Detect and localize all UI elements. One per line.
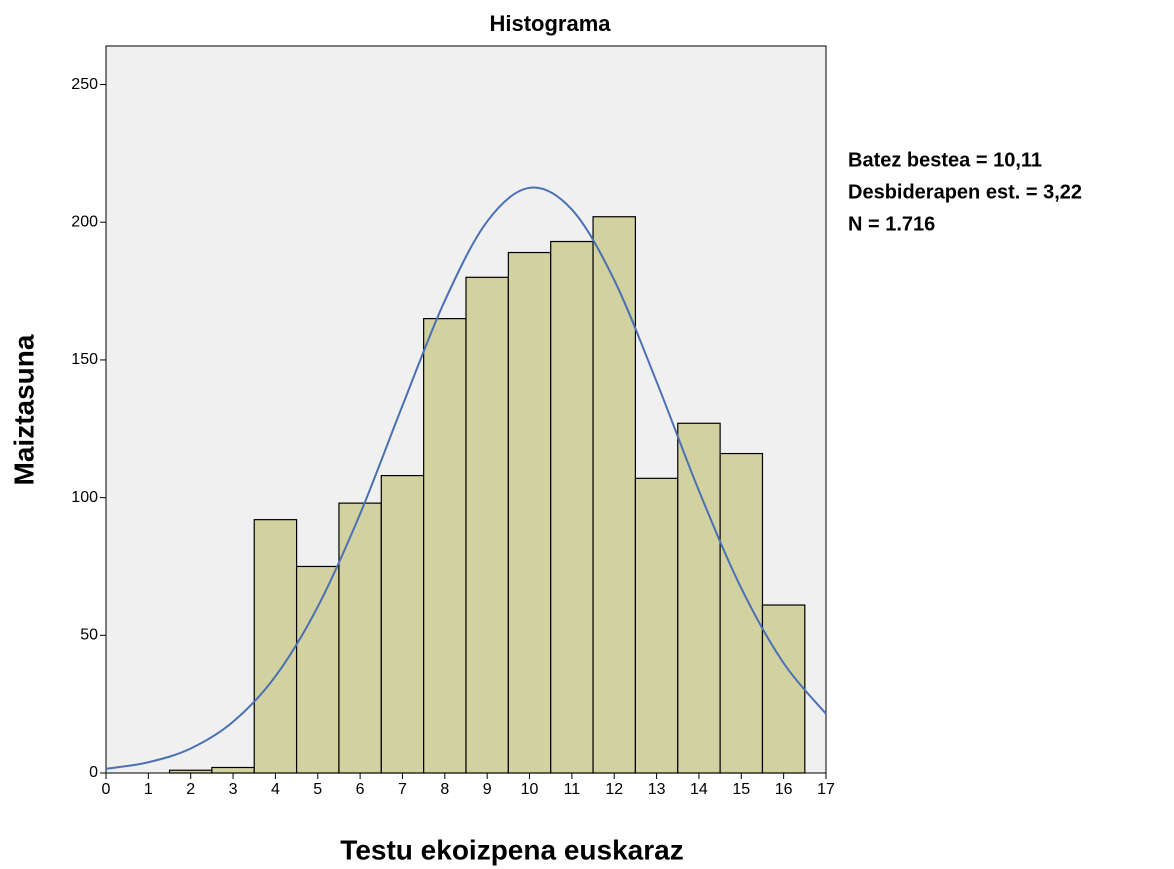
annotation: N = 1.716: [848, 213, 935, 235]
y-tick-label: 200: [71, 213, 98, 230]
x-tick-label: 13: [648, 781, 666, 798]
x-tick-label: 2: [186, 781, 195, 798]
y-tick-label: 50: [80, 627, 98, 644]
x-tick-label: 12: [605, 781, 623, 798]
x-tick-label: 15: [732, 781, 750, 798]
bar: [550, 240, 594, 774]
bar: [253, 519, 298, 774]
x-tick-label: 3: [229, 781, 238, 798]
y-axis-label: Maiztasuna: [8, 334, 39, 485]
bar: [423, 318, 467, 774]
x-tick-label: 5: [313, 781, 322, 798]
y-tick-label: 0: [89, 764, 98, 781]
x-tick-label: 1: [144, 781, 153, 798]
chart-title: Histograma: [489, 11, 611, 36]
x-tick-label: 14: [690, 781, 708, 798]
x-tick-label: 9: [483, 781, 492, 798]
x-tick-label: 11: [564, 781, 581, 798]
bar: [295, 565, 340, 774]
x-tick-label: 16: [775, 781, 793, 798]
x-tick-label: 6: [356, 781, 365, 798]
y-tick-label: 150: [71, 351, 98, 368]
x-axis-label: Testu ekoizpena euskaraz: [340, 834, 683, 865]
bar: [211, 766, 255, 774]
bar: [465, 276, 509, 774]
bar: [338, 502, 382, 774]
bar: [507, 251, 552, 774]
x-tick-label: 10: [521, 781, 539, 798]
bar: [592, 216, 637, 774]
x-tick-label: 4: [271, 781, 280, 798]
bar: [380, 474, 425, 774]
bar: [168, 769, 213, 774]
bar: [761, 604, 806, 774]
annotation: Desbiderapen est. = 3,22: [848, 181, 1082, 203]
x-tick-label: 7: [398, 781, 407, 798]
y-tick-label: 100: [71, 489, 98, 506]
normal-curve: [105, 186, 827, 770]
bar: [719, 452, 764, 774]
annotation: Batez bestea = 10,11: [848, 149, 1042, 171]
x-tick-label: 8: [440, 781, 449, 798]
x-tick-label: 0: [102, 781, 111, 798]
bar: [677, 422, 721, 774]
y-tick-label: 250: [71, 76, 98, 93]
x-tick-label: 17: [817, 781, 835, 798]
bar: [634, 477, 679, 774]
